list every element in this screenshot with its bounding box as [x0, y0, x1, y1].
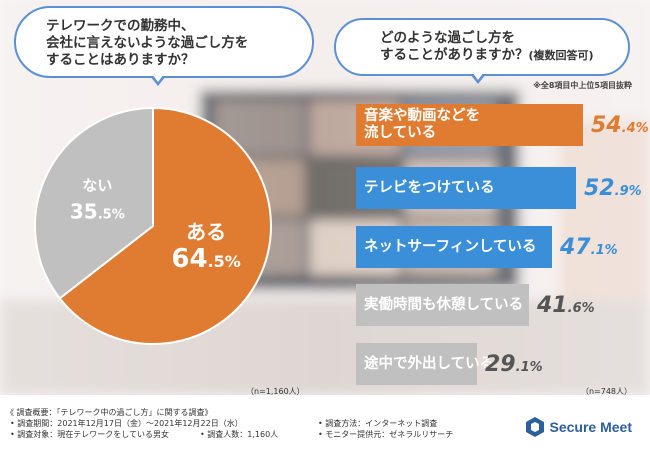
bar-value: 47.1% — [560, 235, 618, 260]
secure-meet-logo-icon — [525, 417, 544, 437]
bar-label-line: テレビをつけている — [364, 179, 495, 196]
survey-target: • 調査対象：現在テレワークをしている男女 — [10, 430, 170, 439]
pie-value-yes: 64.5% — [171, 244, 240, 274]
survey-footer: 《 調査概要：「テレワーク中の過ごし方」に関する調査》 • 調査期間：2021年… — [0, 405, 650, 450]
bar-value-dec: .1% — [590, 242, 618, 258]
pie-label-no: ない — [82, 177, 112, 195]
bar-row: 途中で外出している 29.1% — [356, 343, 543, 385]
bar-value-dec: .9% — [614, 183, 642, 199]
survey-provider: • モニター提供元：ゼネラルリサーチ — [318, 430, 454, 439]
pie-value-no: 35.5% — [70, 200, 125, 224]
bar-label-line: 流している — [364, 125, 437, 141]
pie-label-yes: ある — [186, 220, 226, 244]
bar-label: 実働時間も休憩している — [364, 297, 523, 314]
survey-count: • 調査人数：1,160人 — [200, 430, 279, 439]
bar-value-int: 54 — [591, 112, 622, 138]
survey-title: 《 調査概要：「テレワーク中の過ごし方」に関する調査》 — [6, 408, 213, 417]
infographic: テレワークでの勤務中、 会社に言えないような過ごし方を することはありますか？ … — [0, 0, 650, 395]
question-left-line-2: 会社に言えないような過ごし方を — [46, 35, 249, 51]
bar: ネットサーフィンしている — [356, 226, 552, 268]
question-right-line-1: どのような過ごし方を — [380, 30, 515, 46]
bar-value: 54.4% — [591, 113, 649, 138]
bar-value-dec: .4% — [621, 120, 649, 136]
bar-value-dec: .1% — [515, 359, 543, 375]
bar: 音楽や動画などを 流している — [356, 104, 583, 146]
bar-value-dec: .6% — [567, 300, 595, 316]
bar-label: 途中で外出している — [364, 356, 494, 373]
bubble-right-tail — [470, 72, 486, 84]
survey-period: • 調査期間：2021年12月17日（金）〜2021年12月22日（水） — [10, 419, 243, 428]
bar-label: テレビをつけている — [364, 180, 495, 197]
bar: 途中で外出している — [356, 343, 494, 385]
logo-text: Secure Meet — [549, 419, 632, 435]
survey-method: • 調査方法：インターネット調査 — [318, 419, 438, 428]
bar-sample-size: （n=748人） — [580, 387, 632, 395]
brand-logo: Secure Meet — [525, 417, 632, 437]
bar-label-line: 途中で外出している — [364, 355, 495, 372]
bar-value: 29.1% — [485, 352, 543, 377]
bar: テレビをつけている — [356, 167, 576, 209]
question-bubble-left: テレワークでの勤務中、 会社に言えないような過ごし方を することはありますか？ — [14, 6, 314, 78]
pie-sample-size: （n=1,160人） — [246, 387, 305, 395]
bar-row: 実働時間も休憩している 41.6% — [356, 284, 595, 326]
pie-slice-yes — [58, 106, 272, 345]
bar-value-int: 41 — [537, 292, 568, 318]
bar-label-line: 実働時間も休憩している — [364, 296, 524, 313]
question-left-line-3: することはありますか？ — [46, 52, 195, 68]
bar-label: 音楽や動画などを 流している — [364, 108, 480, 142]
bar-row: テレビをつけている 52.9% — [356, 167, 642, 209]
bar-label-line: 音楽や動画などを — [364, 108, 480, 124]
bar-value-int: 47 — [560, 234, 591, 260]
bar-value: 52.9% — [584, 176, 642, 201]
question-right-line-2: することがありますか？ — [380, 47, 529, 63]
question-bubble-right: どのような過ごし方を することがありますか？(複数回答可) — [334, 18, 630, 76]
bar-label: ネットサーフィンしている — [364, 239, 536, 256]
pie-slice-no — [34, 106, 154, 300]
bar-value-int: 29 — [485, 351, 516, 377]
question-right-paren: (複数回答可) — [528, 49, 594, 62]
bubble-left-tail — [150, 74, 166, 86]
bar-row: 音楽や動画などを 流している 54.4% — [356, 104, 649, 146]
question-left-line-1: テレワークでの勤務中、 — [46, 18, 195, 34]
bar-value: 41.6% — [537, 293, 595, 318]
bar: 実働時間も休憩している — [356, 284, 529, 326]
bar-row: ネットサーフィンしている 47.1% — [356, 226, 618, 268]
top-items-note: ※全8項目中上位5項目抜粋 — [533, 81, 632, 90]
bar-value-int: 52 — [584, 175, 615, 201]
bar-label-line: ネットサーフィンしている — [364, 238, 537, 255]
